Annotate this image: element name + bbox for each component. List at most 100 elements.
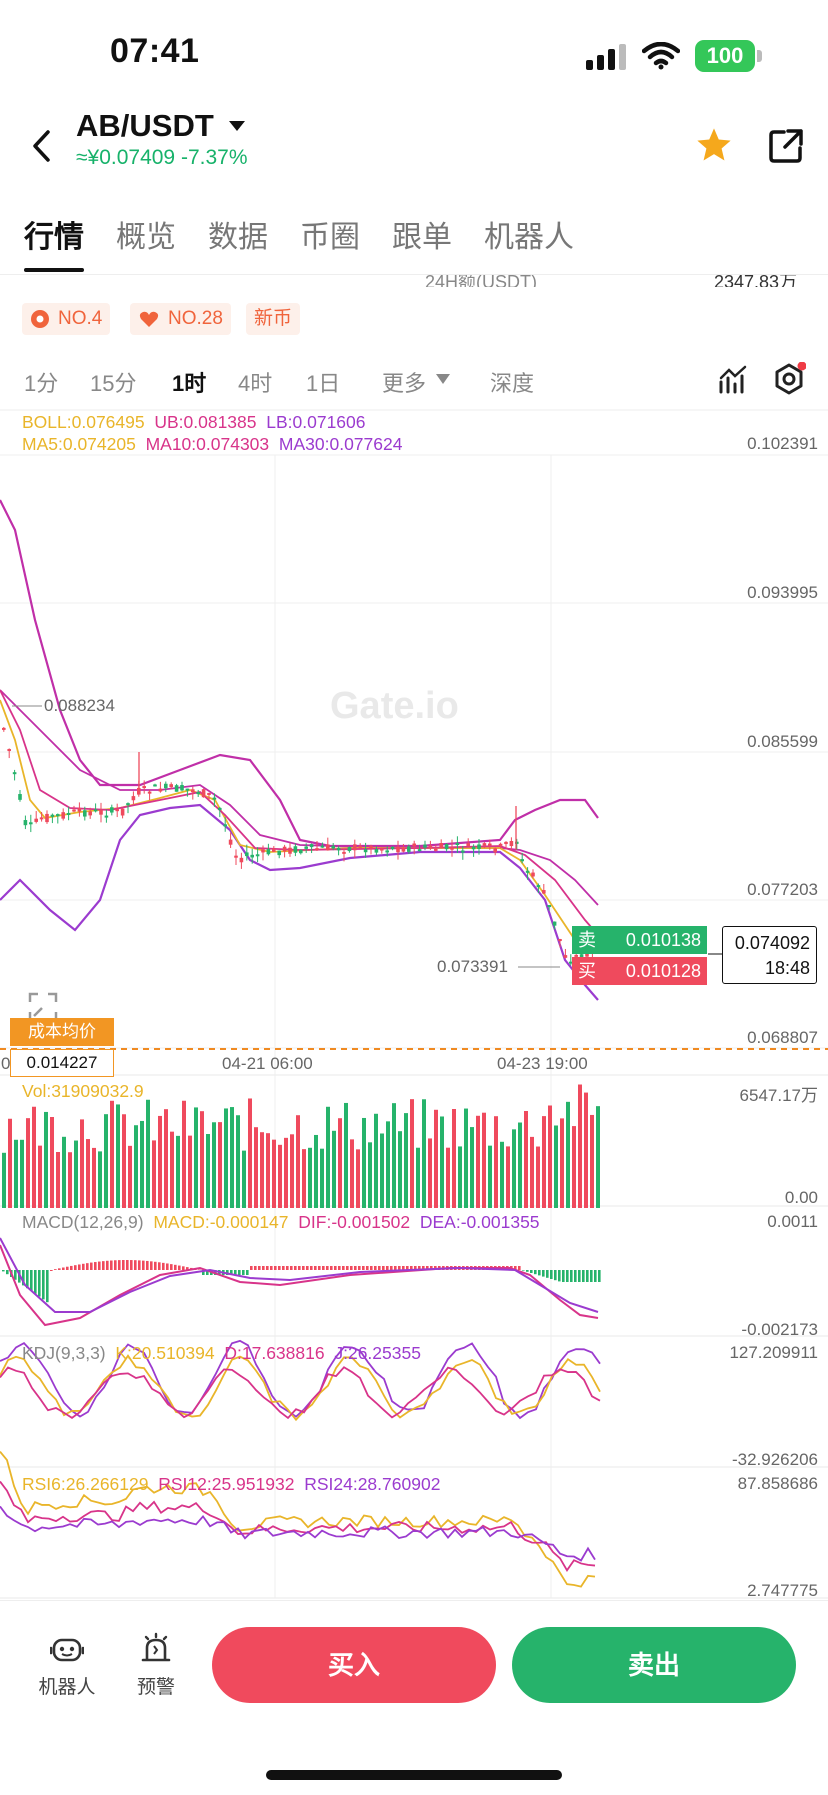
candle-body bbox=[482, 843, 487, 846]
interval-4h[interactable]: 4时 bbox=[238, 371, 273, 396]
time-axis-1: 04-21 06:00 bbox=[222, 1054, 313, 1073]
buy-ticker[interactable]: 买 0.010128 bbox=[572, 957, 707, 985]
volume-bar bbox=[110, 1100, 114, 1208]
volume-bar bbox=[488, 1145, 492, 1208]
time-axis-2: 04-23 19:00 bbox=[497, 1054, 588, 1073]
volume-bar bbox=[506, 1146, 510, 1208]
candle-body bbox=[212, 797, 217, 800]
candle-body bbox=[385, 850, 389, 853]
volume-bar bbox=[482, 1112, 486, 1208]
volume-bar bbox=[116, 1104, 120, 1208]
tab-robot[interactable]: 机器人 bbox=[484, 221, 574, 254]
interval-1h[interactable]: 1时 bbox=[172, 371, 207, 396]
share-icon[interactable] bbox=[768, 128, 804, 164]
volume-bar bbox=[44, 1111, 48, 1208]
volume-bar bbox=[428, 1138, 432, 1208]
macd-histogram-bar bbox=[574, 1270, 577, 1282]
volume-bar bbox=[242, 1150, 246, 1208]
rsi6-value: RSI6:26.266129 bbox=[22, 1474, 149, 1494]
rsi-max: 87.858686 bbox=[737, 1474, 818, 1493]
alarm-alert-icon[interactable] bbox=[140, 1632, 172, 1664]
candle-body bbox=[347, 847, 352, 852]
volume-bar bbox=[104, 1114, 108, 1208]
candle-body bbox=[461, 850, 465, 853]
macd-histogram-bar bbox=[2, 1270, 5, 1272]
interval-15m[interactable]: 15分 bbox=[90, 371, 137, 396]
macd-histogram-bar bbox=[330, 1266, 333, 1270]
settings-icon[interactable] bbox=[772, 362, 806, 396]
macd-histogram-bar bbox=[262, 1266, 265, 1270]
volume-bar bbox=[218, 1122, 222, 1208]
kdj-panel-lines bbox=[0, 1339, 601, 1422]
candle-body bbox=[353, 844, 357, 851]
tab-copy-trade[interactable]: 跟单 bbox=[392, 221, 452, 254]
candle-body bbox=[50, 814, 55, 817]
macd-histogram-bar bbox=[206, 1270, 209, 1275]
volume-bar bbox=[146, 1099, 150, 1208]
volume-bar bbox=[152, 1140, 156, 1208]
interval-1d[interactable]: 1日 bbox=[306, 371, 341, 396]
macd-histogram-bar bbox=[230, 1270, 233, 1275]
macd-histogram-bar bbox=[122, 1260, 125, 1270]
candle-body bbox=[255, 854, 260, 857]
volume-bar bbox=[326, 1106, 330, 1208]
sell-ticker[interactable]: 卖 0.010138 bbox=[572, 926, 707, 954]
macd-histogram-bar bbox=[170, 1264, 173, 1270]
tab-divider bbox=[0, 274, 828, 275]
kline-chart[interactable]: Gate.io bbox=[0, 405, 828, 1600]
buy-button[interactable]: 买入 bbox=[212, 1627, 496, 1703]
macd-histogram-bar bbox=[258, 1266, 261, 1270]
volume-bar bbox=[2, 1152, 6, 1208]
high-price-marker: 0.088234 bbox=[44, 696, 115, 715]
candle-body bbox=[374, 849, 379, 853]
kdj-max: 127.209911 bbox=[729, 1343, 818, 1362]
volume-bar bbox=[554, 1125, 558, 1208]
scrolled-stats-row: 24H额(USDT) 2347.83万 bbox=[0, 275, 828, 287]
candle-body bbox=[439, 843, 443, 848]
tab-overview[interactable]: 概览 bbox=[116, 221, 176, 254]
alert-label[interactable]: 预警 bbox=[136, 1677, 175, 1698]
back-arrow-icon[interactable] bbox=[30, 128, 54, 164]
boll-indicator-row: BOLL:0.076495 UB:0.081385 LB:0.071606 bbox=[22, 412, 366, 433]
interval-more[interactable]: 更多 bbox=[382, 371, 427, 396]
favorite-star-icon[interactable] bbox=[694, 126, 734, 164]
volume-bar bbox=[8, 1118, 12, 1208]
volume-bars bbox=[2, 1084, 600, 1208]
candle-body bbox=[110, 807, 114, 813]
rsi12-line bbox=[0, 1480, 596, 1572]
candle-body bbox=[158, 788, 163, 792]
robot-icon[interactable] bbox=[50, 1634, 84, 1664]
interval-depth[interactable]: 深度 bbox=[490, 371, 535, 396]
volume-bar bbox=[320, 1148, 324, 1208]
candle-body bbox=[272, 848, 276, 852]
candle-body bbox=[407, 846, 411, 852]
tab-community[interactable]: 币圈 bbox=[300, 221, 360, 254]
candle-body bbox=[228, 839, 233, 845]
pair-title[interactable]: AB/USDT bbox=[76, 108, 214, 143]
tab-market[interactable]: 行情 bbox=[24, 221, 84, 254]
rsi-indicator-row: RSI6:26.266129 RSI12:25.951932 RSI24:28.… bbox=[22, 1474, 440, 1495]
macd-histogram-bar bbox=[374, 1266, 377, 1270]
macd-histogram-bar bbox=[90, 1262, 93, 1270]
pair-dropdown-icon[interactable] bbox=[228, 120, 246, 132]
expand-icon[interactable] bbox=[28, 992, 58, 1022]
candle-body bbox=[304, 846, 308, 849]
macd-histogram-bar bbox=[406, 1266, 409, 1270]
candle-body bbox=[569, 961, 573, 964]
more-dropdown-icon[interactable] bbox=[436, 374, 450, 384]
macd-histogram-bar bbox=[14, 1270, 17, 1280]
interval-1m[interactable]: 1分 bbox=[24, 371, 59, 396]
candle-body bbox=[428, 845, 433, 849]
candle-body bbox=[261, 849, 265, 853]
indicator-chart-icon[interactable] bbox=[718, 364, 748, 394]
macd-histogram-bar bbox=[302, 1266, 305, 1270]
macd-histogram-bar bbox=[426, 1266, 429, 1270]
macd-histogram-bar bbox=[298, 1266, 301, 1270]
macd-histogram-bar bbox=[242, 1270, 245, 1275]
macd-histogram-bar bbox=[82, 1263, 85, 1270]
sell-button[interactable]: 卖出 bbox=[512, 1627, 796, 1703]
volume-bar bbox=[134, 1125, 138, 1208]
tab-data[interactable]: 数据 bbox=[208, 221, 268, 254]
candle-body bbox=[542, 890, 546, 894]
robot-label[interactable]: 机器人 bbox=[38, 1677, 96, 1698]
